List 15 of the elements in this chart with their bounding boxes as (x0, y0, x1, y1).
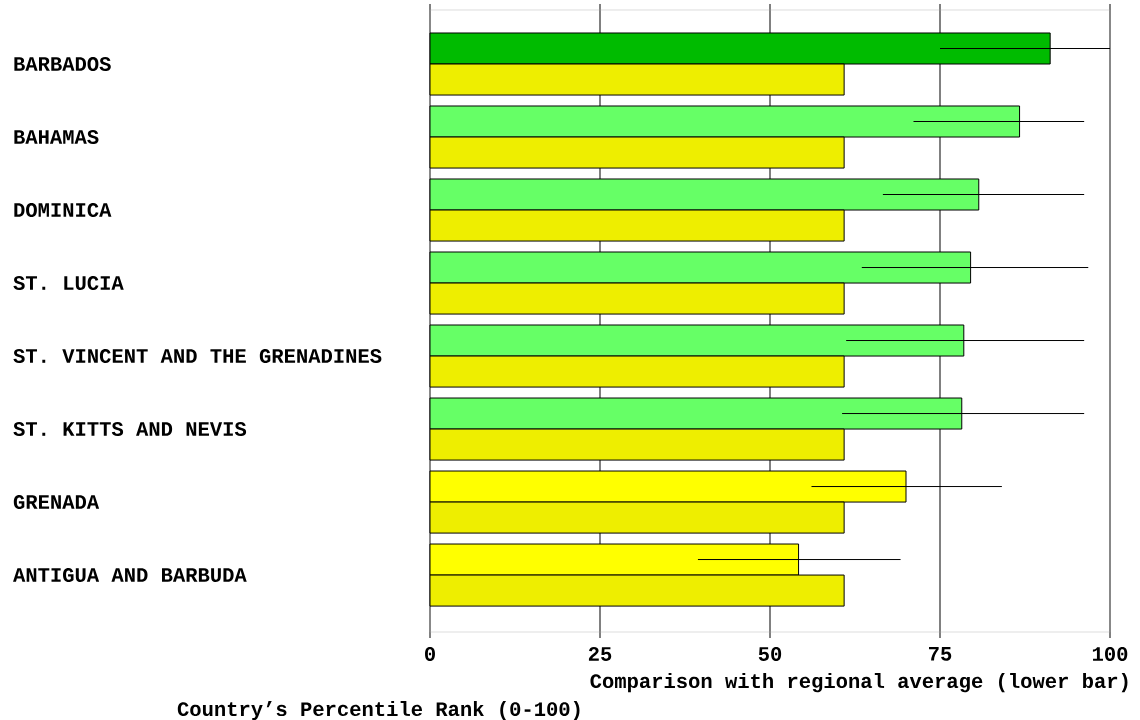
x-tick-label: 100 (1092, 647, 1128, 661)
y-tick-label: ANTIGUA AND BARBUDA (13, 568, 247, 583)
y-tick-label: GRENADA (13, 495, 100, 510)
y-tick-label: BARBADOS (14, 57, 111, 71)
x-tick-label: 0 (425, 647, 435, 661)
x-tick-label: 75 (929, 647, 952, 661)
x-axis-title: Country’s Percentile Rank (0-100) (177, 701, 580, 720)
y-tick-label: ST. KITTS AND NEVIS (13, 422, 247, 436)
y-tick-label: BAHAMAS (14, 130, 99, 144)
y-tick-label: ST. LUCIA (13, 276, 124, 290)
y-tick-label: DOMINICA (14, 203, 112, 217)
text: Comparison with regional average (lower bar) (590, 673, 1128, 693)
y-tick-label: ST. VINCENT AND THE GRENADINES (13, 349, 382, 363)
x-tick-label: 25 (588, 647, 612, 661)
x-tick-label: 50 (758, 647, 782, 661)
